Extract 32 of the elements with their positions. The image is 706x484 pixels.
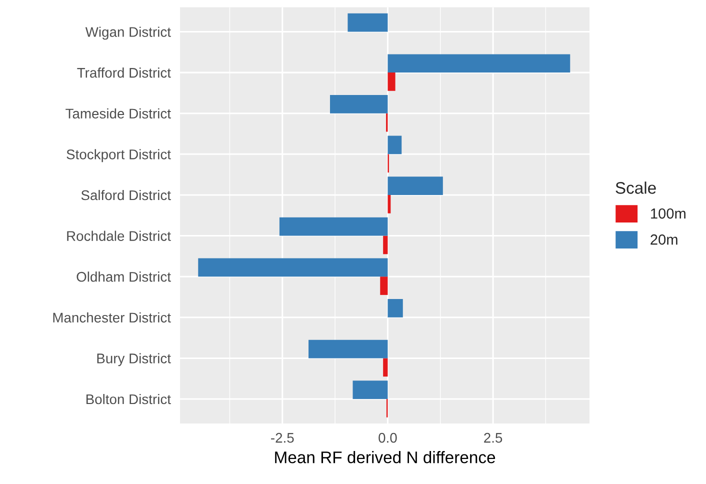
x-axis-title: Mean RF derived N difference: [275, 451, 496, 464]
bar: [383, 358, 388, 377]
bar: [383, 236, 388, 254]
y-tick-label: Rochdale District: [67, 230, 171, 241]
legend-title: Scale: [616, 182, 656, 194]
bar: [388, 72, 396, 91]
y-tick-label: Manchester District: [53, 312, 171, 323]
bar: [388, 299, 403, 318]
x-tick-label: 2.5: [484, 432, 502, 443]
x-tick-label: -2.5: [271, 432, 294, 443]
x-tick-label: 0.0: [378, 432, 397, 443]
bar: [388, 176, 443, 195]
bar: [308, 340, 388, 358]
bar: [388, 136, 402, 154]
bar: [330, 94, 388, 114]
bar: [198, 258, 388, 277]
y-tick-label: Oldham District: [76, 272, 171, 282]
bar: [380, 276, 388, 295]
y-tick-label: Bolton District: [86, 394, 171, 404]
legend-label: 100m: [651, 208, 686, 219]
bar: [388, 54, 570, 73]
y-tick-label: Salford District: [81, 190, 171, 200]
bar: [388, 194, 391, 214]
bar: [348, 13, 388, 32]
bar: [279, 217, 388, 236]
legend-label: 20m: [650, 234, 678, 245]
y-tick-label: Bury District: [97, 353, 171, 366]
y-tick-label: Trafford District: [77, 68, 171, 78]
bar: [352, 380, 388, 400]
y-tick-label: Tameside District: [66, 108, 171, 119]
y-tick-label: Stockport District: [66, 149, 171, 162]
y-tick-label: Wigan District: [85, 26, 171, 40]
